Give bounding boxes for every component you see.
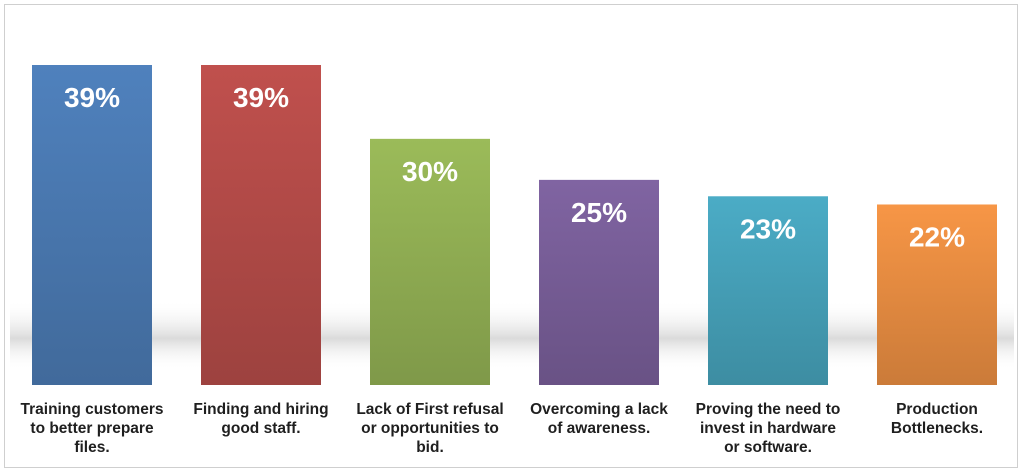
category-label-line: Production <box>896 401 978 418</box>
category-label-line: or software. <box>724 439 812 456</box>
category-label-line: Bottlenecks. <box>890 420 984 437</box>
category-label-3: Lack of First refusal or opportunities to… <box>346 400 514 457</box>
category-label-5: Proving the need to invest in hardware or … <box>684 400 852 457</box>
data-label-6: 22% <box>909 221 965 252</box>
bar-6 <box>877 204 997 385</box>
floor-shadow-band <box>10 300 1014 370</box>
category-label-line: Finding and hiring <box>193 401 329 418</box>
data-label-5: 23% <box>740 213 796 244</box>
category-label-line: files. <box>74 439 110 456</box>
category-label-line: good staff. <box>221 420 301 437</box>
bars-group <box>32 65 997 385</box>
category-label-line: Training customers <box>20 401 164 418</box>
category-label-4: Overcoming a lack of awareness. <box>515 400 683 438</box>
bar-5 <box>708 196 828 385</box>
category-label-6: Production Bottlenecks. <box>853 400 1021 438</box>
data-label-3: 30% <box>402 156 458 187</box>
bar-3 <box>370 138 490 385</box>
bar-4 <box>539 179 659 385</box>
bar-1 <box>32 65 152 385</box>
category-label-line: or opportunities to <box>361 420 499 437</box>
category-label-2: Finding and hiring good staff. <box>177 400 345 438</box>
floor-shadow <box>10 300 1014 370</box>
category-label-line: bid. <box>416 439 444 456</box>
category-label-line: Overcoming a lack <box>530 401 668 418</box>
chart-frame <box>4 4 1018 468</box>
category-label-line: Lack of First refusal <box>356 401 504 418</box>
data-label-2: 39% <box>233 82 289 113</box>
data-label-1: 39% <box>64 82 120 113</box>
category-label-1: Training customers to better prepare files… <box>8 400 176 457</box>
data-label-4: 25% <box>571 197 627 228</box>
category-label-line: of awareness. <box>547 420 651 437</box>
value-labels-group: 39% 39% 30% 25% 23% 22% <box>64 82 965 252</box>
category-label-line: Proving the need to <box>695 401 841 418</box>
category-label-line: invest in hardware <box>699 420 837 437</box>
bar-2 <box>201 65 321 385</box>
category-label-line: to better prepare <box>30 420 154 437</box>
